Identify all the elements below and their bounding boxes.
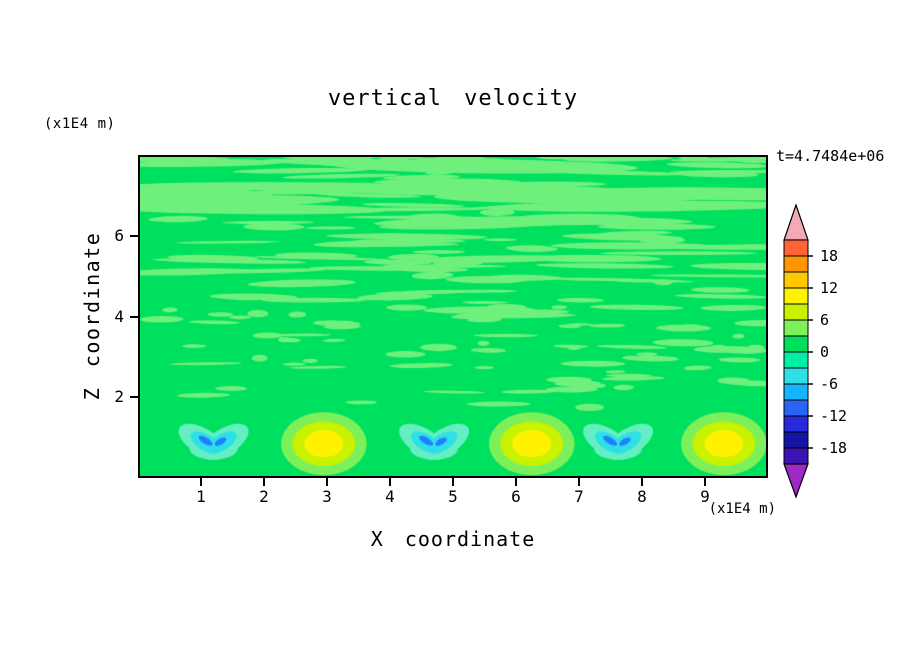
colorbar-segment [783,431,809,449]
colorbar-segment [783,335,809,353]
y-tick-mark [130,234,138,237]
colorbar-segment [783,383,809,401]
y-axis-units-label: (x1E4 m) [44,116,116,132]
colorbar-segment [783,255,809,273]
colorbar-segment [783,287,809,305]
y-tick-label: 6 [114,225,124,245]
y-tick-mark [130,396,138,399]
colorbar-top-arrow [783,203,809,241]
chart-title: vertical velocity [327,86,579,111]
x-tick-label: 1 [196,487,206,506]
x-tick-mark [452,478,454,486]
colorbar-segment [783,271,809,289]
x-tick-label: 7 [574,487,584,506]
x-tick-mark [578,478,580,486]
x-tick-label: 9 [700,487,710,506]
x-tick-mark [200,478,202,486]
colorbar-segment [783,351,809,369]
colorbar-segment [783,415,809,433]
x-tick-mark [641,478,643,486]
x-tick-mark [515,478,517,486]
y-tick-label: 4 [114,306,124,326]
x-tick-label: 3 [322,487,332,506]
time-annotation: t=4.7484e+06 [776,147,885,165]
colorbar-tick-label: -6 [820,375,838,393]
colorbar-bottom-arrow [783,463,809,499]
x-tick-mark [263,478,265,486]
y-tick-label: 2 [114,387,124,407]
colorbar-tick-label: 6 [820,311,829,329]
colorbar-tick-label: 18 [820,247,838,265]
x-tick-mark [326,478,328,486]
contour-field-canvas [138,155,768,478]
x-tick-mark [704,478,706,486]
colorbar-tick-label: 12 [820,279,838,297]
x-tick-label: 5 [448,487,458,506]
x-tick-mark [389,478,391,486]
colorbar-segment [783,399,809,417]
colorbar: 18 12 6 0 -6 -12 -18 [783,203,847,499]
colorbar-segment [783,239,809,257]
x-tick-label: 8 [637,487,647,506]
colorbar-segment [783,447,809,465]
x-axis-label: X coordinate [370,527,536,551]
x-tick-label: 6 [511,487,521,506]
colorbar-segment [783,319,809,337]
colorbar-tick-label: -18 [820,439,847,457]
colorbar-tick-label: -12 [820,407,847,425]
colorbar-tick-label: 0 [820,343,829,361]
x-tick-label: 4 [385,487,395,506]
x-tick-label: 2 [259,487,269,506]
colorbar-segment [783,367,809,385]
colorbar-segment [783,303,809,321]
y-tick-mark [130,315,138,318]
x-axis-units-label: (x1E4 m) [708,501,776,517]
